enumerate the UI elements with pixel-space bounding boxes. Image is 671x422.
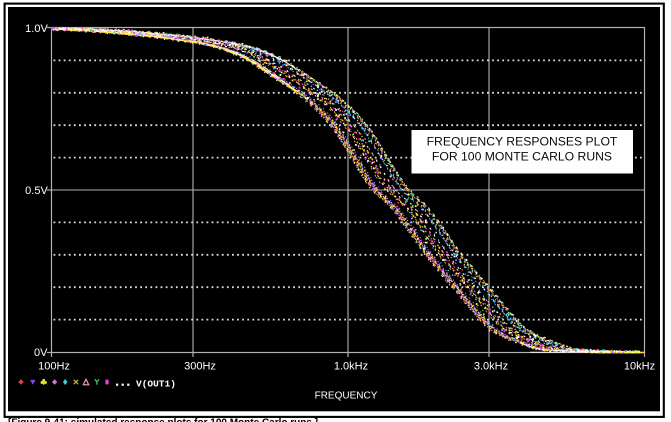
svg-text:1.0V: 1.0V: [25, 23, 48, 35]
svg-text:FREQUENCY: FREQUENCY: [315, 390, 378, 401]
svg-text:10kHz: 10kHz: [624, 361, 655, 373]
svg-text:[Figure 9-41: simulated respon: [Figure 9-41: simulated response plots f…: [8, 418, 318, 422]
svg-text:FOR 100 MONTE CARLO RUNS: FOR 100 MONTE CARLO RUNS: [432, 150, 612, 164]
svg-text:300Hz: 300Hz: [184, 361, 216, 373]
svg-text:1.0kHz: 1.0kHz: [334, 361, 368, 373]
svg-text:0.5V: 0.5V: [25, 185, 48, 197]
svg-text:100Hz: 100Hz: [38, 361, 70, 373]
svg-text:3.0kHz: 3.0kHz: [474, 361, 508, 373]
svg-text:0V: 0V: [34, 347, 48, 359]
svg-text:FREQUENCY RESPONSES PLOT: FREQUENCY RESPONSES PLOT: [427, 135, 618, 149]
svg-text:V(OUT1): V(OUT1): [136, 379, 176, 390]
